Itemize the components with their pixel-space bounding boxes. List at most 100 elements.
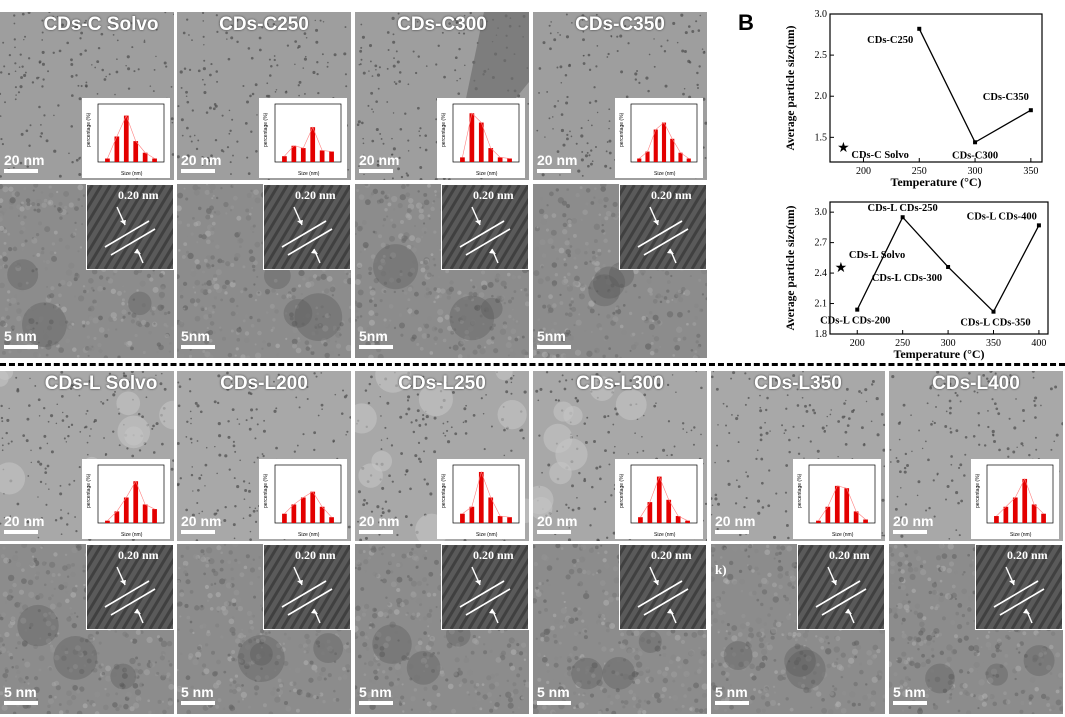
histogram-x-label: Size (nm) (298, 171, 320, 177)
scale-bar-label: 20 nm (537, 152, 578, 168)
histogram-bar (152, 509, 157, 523)
scale-bar-line (4, 530, 38, 534)
tem-lowmag-image: CDs-L200 20 nm percentage (%) Size (nm) (177, 371, 351, 541)
histogram-bar (300, 148, 306, 162)
scale-bar-label: 20 nm (715, 513, 756, 529)
scale-bar-line (4, 701, 38, 705)
y-tick-label: 1.5 (815, 132, 828, 143)
histogram-bar (678, 152, 683, 162)
tem-hrtem-image: 0.20 nm 5 nm (177, 544, 351, 714)
x-axis-label: Temperature (°C) (893, 347, 984, 361)
histogram-bar (142, 504, 148, 523)
sample-title: CDs-L350 (754, 373, 842, 394)
sample-title: CDs-L Solvo (44, 373, 158, 394)
sample-title: CDs-L400 (932, 373, 1020, 394)
size-histogram-inset: percentage (%) Size (nm) (615, 98, 703, 178)
histogram-bar (114, 136, 120, 162)
histogram-bar (507, 517, 512, 523)
scale-bar-line (537, 169, 571, 173)
histogram-y-label: percentage (%) (619, 473, 625, 508)
y-tick-label: 2.1 (815, 299, 828, 310)
histogram-bar (647, 502, 653, 523)
sample-title: CDs-C350 (575, 14, 665, 35)
scale-bar-lowmag: 20 nm (893, 513, 933, 534)
solvo-star-marker: ★ (837, 141, 850, 156)
lattice-spacing-label: 0.20 nm (651, 548, 692, 562)
point-label: CDs-C300 (952, 150, 998, 161)
scale-bar-lowmag: 20 nm (181, 513, 221, 534)
histogram-bar (300, 497, 306, 523)
y-tick-label: 2.0 (815, 91, 828, 102)
histogram-bar (488, 497, 494, 523)
scale-bar-lowmag: 20 nm (181, 152, 221, 173)
tem-lowmag-image: CDs-C300 20 nm percentage (%) Size (nm) (355, 12, 529, 180)
scale-bar-lowmag: 20 nm (4, 152, 44, 173)
scale-bar-line (181, 530, 215, 534)
data-point (1036, 223, 1041, 228)
point-label: CDs-L CDs-350 (960, 318, 1030, 329)
size-histogram-inset: percentage (%) Size (nm) (793, 459, 881, 539)
histogram-bar (469, 506, 475, 523)
y-axis-label: Average particle size(nm) (785, 25, 797, 150)
x-tick-label: 250 (895, 338, 910, 349)
tem-lowmag-image: CDs-L Solvo 20 nm percentage (%) Size (nm) (0, 371, 174, 541)
scale-bar-label: 5 nm (893, 684, 926, 700)
histogram-bar (816, 520, 821, 523)
point-label: CDs-C250 (867, 35, 913, 46)
histogram-bar (142, 152, 148, 162)
scale-bar-label: 20 nm (359, 513, 400, 529)
size-histogram-inset: percentage (%) Size (nm) (82, 98, 170, 178)
y-tick-label: 3.0 (815, 207, 828, 218)
sample-title: CDs-C250 (219, 14, 309, 35)
scale-bar-label: 5nm (537, 328, 566, 344)
histogram-bar (1041, 513, 1046, 523)
data-point (973, 140, 978, 145)
histogram-bar (478, 471, 484, 523)
x-tick-label: 250 (912, 166, 927, 177)
histogram-x-label: Size (nm) (121, 532, 143, 538)
histogram-bar (675, 516, 681, 523)
solvo-star-marker: ★ (835, 261, 848, 276)
plot-frame (829, 13, 1043, 163)
histogram-bar (282, 156, 287, 162)
y-tick-label: 1.8 (815, 329, 828, 340)
histogram-y-label: percentage (%) (975, 473, 981, 508)
scale-bar-label: 5 nm (359, 684, 392, 700)
scale-bar-line (893, 701, 927, 705)
scale-bar-hrtem: 5 nm (181, 684, 215, 705)
lattice-fringe-inset (619, 544, 707, 630)
lattice-spacing-label: 0.20 nm (295, 548, 336, 562)
point-label: CDs-L CDs-400 (967, 211, 1037, 222)
scale-bar-hrtem: 5 nm (893, 684, 927, 705)
lattice-fringe-inset (619, 184, 707, 270)
lattice-fringe-inset (797, 544, 885, 630)
tem-hrtem-image: 0.20 nm k) 5 nm (711, 544, 885, 714)
scale-bar-lowmag: 20 nm (359, 513, 399, 534)
scale-bar-hrtem: 5nm (537, 328, 571, 349)
tem-hrtem-image: 0.20 nm 5nm (177, 184, 351, 358)
x-axis-label: Temperature (°C) (890, 175, 981, 189)
scale-bar-lowmag: 20 nm (537, 513, 577, 534)
data-point (946, 264, 951, 269)
tem-hrtem-image: 0.20 nm 5 nm (0, 544, 174, 714)
histogram-bar (1003, 506, 1009, 523)
lattice-spacing-label: 0.20 nm (295, 188, 336, 202)
histogram-bar (661, 122, 667, 162)
scale-bar-lowmag: 20 nm (537, 152, 577, 173)
data-point (917, 26, 922, 31)
histogram-bar (834, 485, 840, 523)
histogram-bar (656, 476, 662, 523)
histogram-bar (114, 511, 120, 523)
tem-hrtem-image: 0.20 nm 5nm (355, 184, 529, 358)
tem-lowmag-image: CDs-C Solvo 20 nm percentage (%) Size (nm) (0, 12, 174, 180)
tem-hrtem-image: 0.20 nm 5nm (533, 184, 707, 358)
chart-size-vs-temperature-c: 200 250 300 350 1.5 2.0 2.5 3.0 Temperature (°C)… (785, 9, 1043, 189)
scale-bar-label: 5nm (359, 328, 388, 344)
data-point (855, 307, 860, 312)
histogram-y-label: percentage (%) (86, 112, 92, 147)
histogram-bar (282, 513, 287, 523)
scale-bar-line (715, 701, 749, 705)
histogram-bar (638, 517, 643, 523)
size-histogram-inset: percentage (%) Size (nm) (437, 98, 525, 178)
lattice-spacing-label: 0.20 nm (118, 548, 159, 562)
